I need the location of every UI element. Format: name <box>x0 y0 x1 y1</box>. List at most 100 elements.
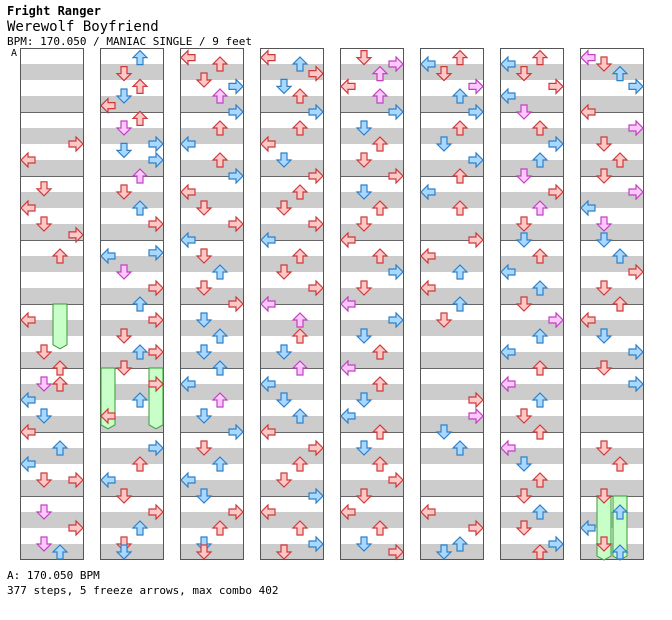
section-marker: A <box>11 48 18 59</box>
step-arrow-left <box>180 471 196 489</box>
step-arrow-down <box>115 88 133 104</box>
step-arrow-down <box>355 280 373 296</box>
step-arrow-down <box>595 280 613 296</box>
step-arrow-down <box>515 104 533 120</box>
step-arrow-left <box>580 103 596 121</box>
step-arrow-right <box>148 151 164 169</box>
step-arrow-up <box>211 456 229 472</box>
beat-stripe <box>340 384 404 400</box>
beat-stripe <box>180 256 244 272</box>
step-arrow-left <box>180 375 196 393</box>
beat-stripe <box>500 448 564 464</box>
step-arrow-left <box>20 391 36 409</box>
beat-stripe <box>420 320 484 336</box>
beat-stripe <box>500 128 564 144</box>
step-arrow-up <box>371 520 389 536</box>
step-arrow-up <box>211 120 229 136</box>
beat-stripe <box>20 128 84 144</box>
freeze-arrow-up <box>52 303 68 350</box>
beat-stripe <box>340 480 404 496</box>
step-arrow-down <box>35 181 53 197</box>
step-arrow-up <box>131 110 149 127</box>
beat-stripe <box>340 192 404 208</box>
beat-stripe <box>500 544 564 560</box>
step-arrow-up <box>131 392 149 408</box>
beat-stripe <box>340 64 404 80</box>
step-arrow-right <box>388 263 404 281</box>
step-arrow-up <box>451 536 469 552</box>
step-arrow-up <box>451 120 469 136</box>
step-arrow-down <box>355 152 373 168</box>
step-arrow-up <box>211 520 229 536</box>
beat-stripe <box>580 64 644 80</box>
step-arrow-right <box>388 311 404 329</box>
step-arrow-right <box>228 167 244 185</box>
step-arrow-down <box>35 344 53 360</box>
step-arrow-up <box>131 78 149 95</box>
step-arrow-right <box>308 535 324 553</box>
step-arrow-left <box>260 231 276 249</box>
beat-stripe <box>20 416 84 432</box>
step-arrow-left <box>340 295 356 313</box>
step-arrow-left <box>260 503 276 521</box>
step-arrow-up <box>531 392 549 408</box>
step-arrow-right <box>148 503 164 521</box>
step-arrow-up <box>51 360 69 376</box>
step-arrow-right <box>548 77 564 95</box>
step-arrow-up <box>531 360 549 376</box>
step-arrow-left <box>260 423 276 441</box>
step-arrow-up <box>131 200 149 216</box>
step-arrow-up <box>451 264 469 280</box>
step-arrow-left <box>340 503 356 521</box>
beat-stripe <box>580 416 644 432</box>
step-arrow-right <box>148 244 164 262</box>
beat-stripe <box>500 512 564 528</box>
step-arrow-right <box>308 487 324 505</box>
step-arrow-left <box>580 519 596 537</box>
beat-stripe <box>580 448 644 464</box>
step-arrow-up <box>611 65 629 82</box>
beat-stripe <box>260 448 324 464</box>
beat-stripe <box>420 256 484 272</box>
beat-stripe <box>500 384 564 400</box>
step-arrow-up <box>51 376 69 392</box>
step-arrow-right <box>468 519 484 537</box>
step-arrow-down <box>115 328 133 344</box>
step-arrow-down <box>275 78 293 95</box>
step-arrow-left <box>420 279 436 297</box>
step-arrow-down <box>195 344 213 360</box>
beat-stripe <box>100 416 164 432</box>
step-arrow-down <box>275 392 293 408</box>
step-arrow-down <box>35 472 53 488</box>
chart-column-border <box>100 48 164 560</box>
step-arrow-right <box>228 503 244 521</box>
step-arrow-up <box>371 200 389 216</box>
beat-stripe <box>420 416 484 432</box>
step-arrow-up <box>291 56 309 72</box>
beat-stripe <box>20 448 84 464</box>
beat-stripe <box>500 160 564 176</box>
step-arrow-left <box>500 439 516 457</box>
step-arrow-left <box>20 151 36 169</box>
step-arrow-down <box>515 296 533 312</box>
step-arrow-up <box>51 544 69 560</box>
step-arrow-down <box>195 280 213 296</box>
beat-stripe <box>580 352 644 368</box>
beat-stripe <box>340 448 404 464</box>
step-arrow-down <box>115 544 133 560</box>
step-arrow-up <box>211 328 229 344</box>
step-arrow-down <box>115 184 133 200</box>
step-arrow-up <box>291 520 309 536</box>
step-arrow-down <box>515 216 533 232</box>
step-arrow-left <box>260 295 276 313</box>
beat-stripe <box>20 192 84 208</box>
beat-stripe <box>580 256 644 272</box>
beat-stripe <box>180 192 244 208</box>
step-arrow-left <box>340 77 356 95</box>
step-arrow-down <box>275 264 293 280</box>
step-arrow-left <box>340 231 356 249</box>
beat-stripe <box>420 192 484 208</box>
step-arrow-up <box>451 200 469 216</box>
step-arrow-right <box>628 77 644 95</box>
step-arrow-right <box>148 311 164 329</box>
